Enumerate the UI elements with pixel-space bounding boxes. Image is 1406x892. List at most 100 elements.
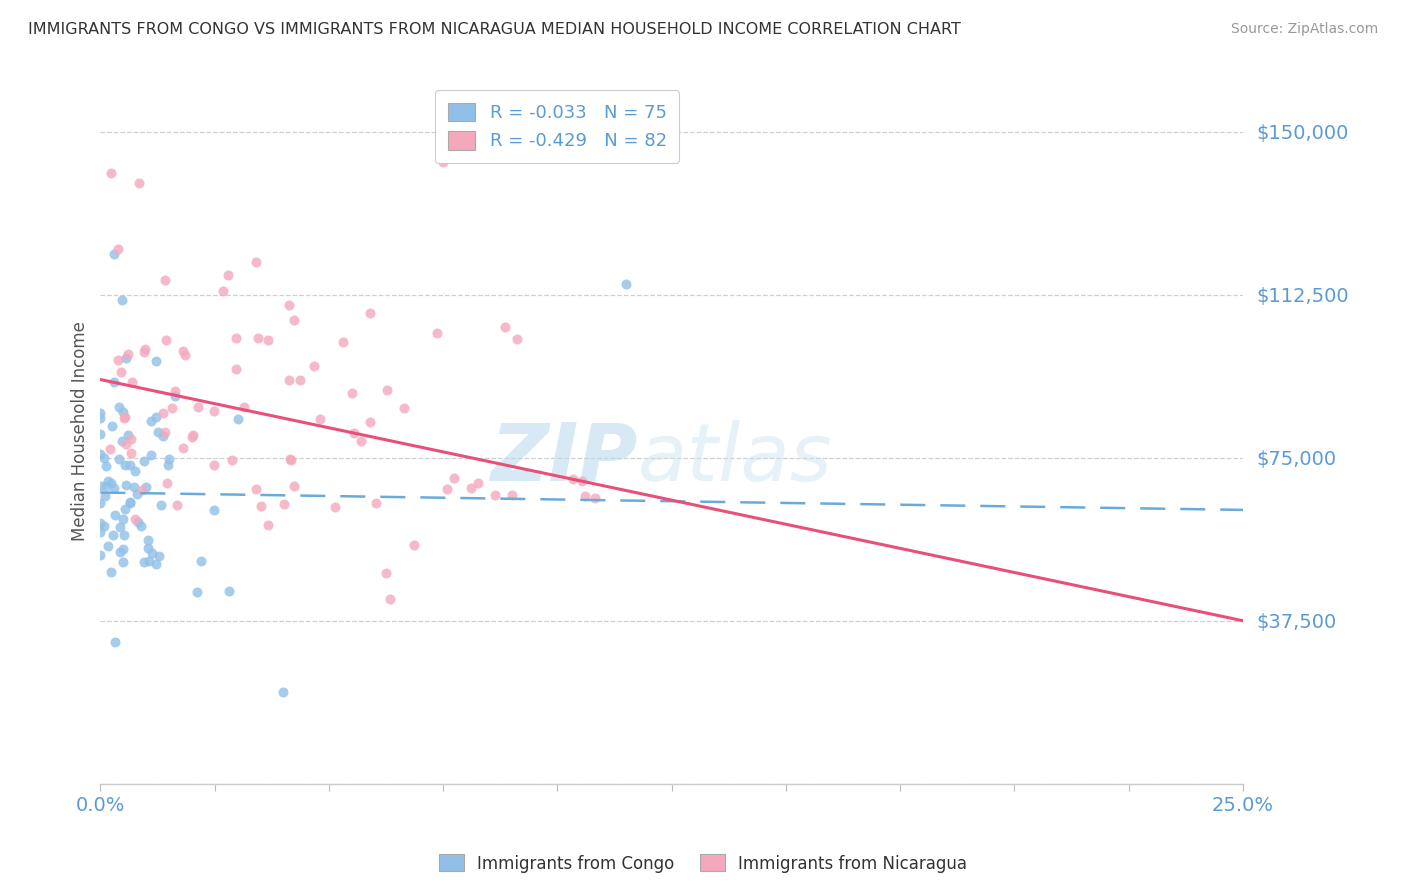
- Point: [583, 491, 606, 505]
- Point: [111, 541, 134, 556]
- Point: [89, 525, 111, 540]
- Point: [141, 546, 163, 560]
- Point: [114, 409, 136, 424]
- Point: [271, 685, 294, 699]
- Point: [165, 384, 187, 399]
- Point: [340, 385, 363, 400]
- Point: [152, 429, 174, 443]
- Point: [89, 411, 111, 425]
- Point: [277, 298, 299, 312]
- Point: [97, 539, 120, 553]
- Point: [181, 430, 204, 444]
- Point: [97, 474, 120, 488]
- Point: [108, 400, 131, 414]
- Point: [571, 475, 593, 489]
- Point: [101, 418, 124, 433]
- Point: [172, 344, 194, 359]
- Point: [221, 453, 243, 467]
- Point: [127, 515, 149, 529]
- Point: [145, 409, 167, 424]
- Point: [378, 591, 401, 606]
- Point: [93, 518, 115, 533]
- Point: [128, 176, 150, 190]
- Point: [136, 533, 159, 548]
- Point: [232, 401, 254, 415]
- Point: [118, 495, 141, 509]
- Point: [574, 489, 596, 503]
- Point: [149, 498, 172, 512]
- Point: [101, 528, 124, 542]
- Point: [245, 482, 267, 496]
- Point: [100, 476, 122, 491]
- Point: [225, 362, 247, 376]
- Point: [89, 516, 111, 530]
- Point: [145, 557, 167, 571]
- Point: [107, 242, 129, 256]
- Point: [157, 452, 180, 467]
- Point: [211, 284, 233, 298]
- Point: [111, 293, 134, 307]
- Point: [110, 520, 132, 534]
- Point: [186, 585, 208, 599]
- Point: [501, 488, 523, 502]
- Point: [302, 359, 325, 374]
- Point: [166, 498, 188, 512]
- Point: [89, 496, 111, 510]
- Point: [218, 583, 240, 598]
- Point: [226, 412, 249, 426]
- Point: [436, 482, 458, 496]
- Legend: Immigrants from Congo, Immigrants from Nicaragua: Immigrants from Congo, Immigrants from N…: [433, 847, 973, 880]
- Point: [247, 331, 270, 345]
- Point: [115, 437, 138, 451]
- Point: [124, 464, 146, 478]
- Point: [187, 401, 209, 415]
- Point: [394, 401, 416, 416]
- Point: [110, 545, 132, 559]
- Point: [332, 335, 354, 350]
- Point: [134, 344, 156, 359]
- Point: [614, 277, 637, 291]
- Point: [89, 447, 111, 461]
- Text: atlas: atlas: [637, 420, 832, 498]
- Point: [136, 541, 159, 555]
- Point: [94, 458, 117, 473]
- Point: [350, 434, 373, 448]
- Point: [129, 519, 152, 533]
- Point: [107, 353, 129, 368]
- Text: IMMIGRANTS FROM CONGO VS IMMIGRANTS FROM NICARAGUA MEDIAN HOUSEHOLD INCOME CORRE: IMMIGRANTS FROM CONGO VS IMMIGRANTS FROM…: [28, 22, 960, 37]
- Point: [103, 481, 125, 495]
- Point: [100, 566, 122, 580]
- Point: [148, 549, 170, 563]
- Point: [124, 511, 146, 525]
- Point: [103, 375, 125, 389]
- Point: [134, 342, 156, 356]
- Point: [172, 441, 194, 455]
- Point: [117, 427, 139, 442]
- Point: [323, 500, 346, 514]
- Point: [152, 406, 174, 420]
- Point: [103, 246, 125, 260]
- Point: [110, 365, 132, 379]
- Point: [112, 555, 135, 569]
- Point: [135, 480, 157, 494]
- Point: [280, 452, 302, 467]
- Point: [283, 312, 305, 326]
- Point: [290, 373, 312, 387]
- Point: [174, 348, 197, 362]
- Point: [122, 480, 145, 494]
- Point: [89, 549, 111, 563]
- Point: [225, 331, 247, 345]
- Point: [375, 566, 398, 581]
- Point: [112, 411, 135, 425]
- Point: [402, 538, 425, 552]
- Point: [131, 483, 153, 497]
- Point: [165, 389, 187, 403]
- Point: [98, 442, 121, 456]
- Point: [460, 481, 482, 495]
- Point: [115, 478, 138, 492]
- Point: [120, 458, 142, 473]
- Point: [93, 489, 115, 503]
- Point: [100, 166, 122, 180]
- Point: [93, 451, 115, 466]
- Point: [89, 406, 111, 420]
